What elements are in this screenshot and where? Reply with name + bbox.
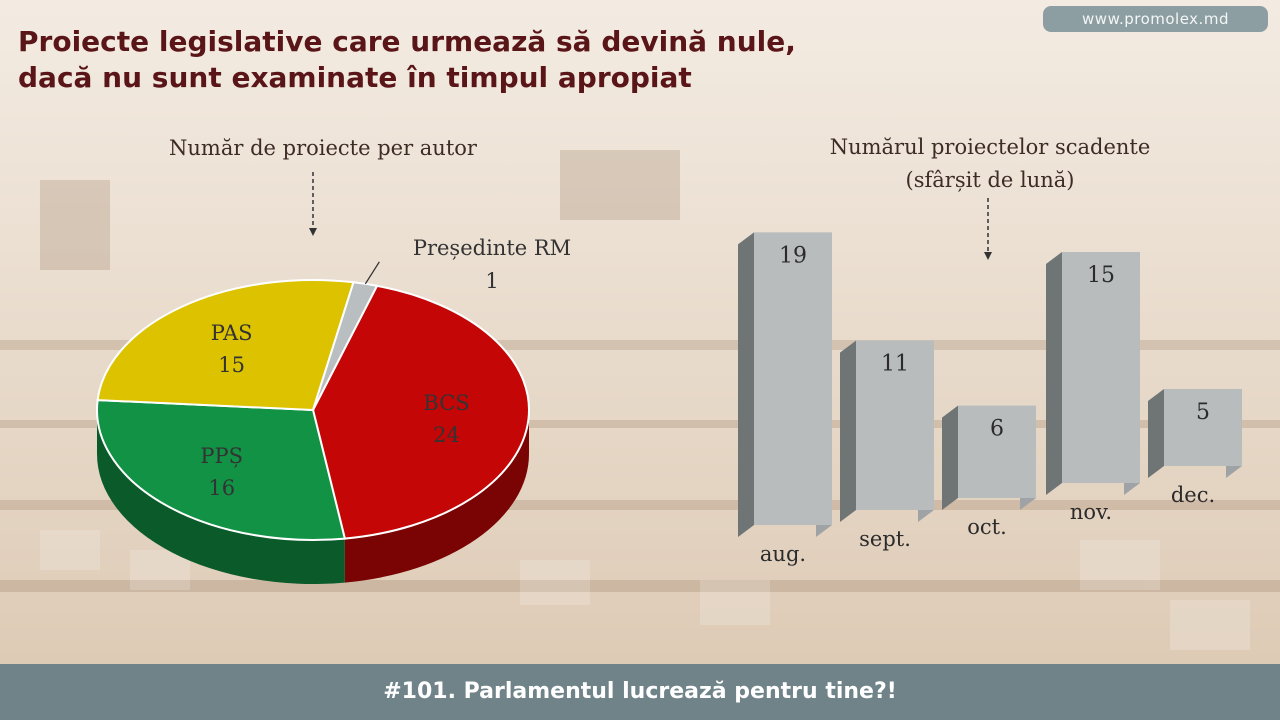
bar-2 — [856, 340, 934, 510]
bar-left-4 — [1046, 252, 1062, 495]
title-line-2: dacă nu sunt examinate în timpul apropia… — [18, 61, 692, 94]
bar-category-2: sept. — [859, 527, 911, 551]
pie-chart-title: Număr de proiecte per autor — [169, 136, 478, 160]
bar-value-4: 15 — [1087, 263, 1115, 288]
pie-slice-bcs — [311, 284, 530, 540]
pie-slice-pas — [96, 279, 355, 412]
bar-value-3: 6 — [990, 417, 1004, 442]
pie-side-1 — [344, 410, 529, 583]
pie-title-arrowhead — [309, 228, 317, 236]
pie-label-3-value: 15 — [218, 353, 245, 377]
pie-label-2-value: 16 — [208, 476, 235, 500]
bar-1 — [754, 232, 832, 525]
bar-chart-title-line-1: Numărul proiectelor scadente — [830, 135, 1151, 159]
pie-labels: BCS 24 PPȘ 16 PAS 15 Președinte RM 1 — [200, 236, 571, 500]
pie-label-4-value: 1 — [485, 269, 498, 293]
pie-label-2-name: PPȘ — [200, 444, 243, 468]
website-badge[interactable]: www.promolex.md — [1043, 6, 1268, 32]
title-line-1: Proiecte legislative care urmează să dev… — [18, 25, 796, 58]
pie-label-1-value: 24 — [433, 423, 460, 447]
pie-leader-line — [364, 261, 380, 285]
bar-value-5: 5 — [1196, 400, 1210, 425]
pie-slice-pp- — [96, 399, 347, 541]
bar-title-arrowhead — [984, 252, 992, 260]
bar-chart: Numărul proiectelor scadente (sfârșit de… — [738, 135, 1242, 566]
bars: 19 aug. 11 sept. 6 oct. 15 nov. 5 dec. — [738, 232, 1242, 566]
pie-label-4-name: Președinte RM — [413, 236, 571, 260]
bar-left-3 — [942, 405, 958, 510]
bar-3 — [958, 405, 1036, 498]
bar-category-5: dec. — [1171, 483, 1215, 507]
bar-5 — [1164, 389, 1242, 466]
bar-category-4: nov. — [1070, 500, 1112, 524]
footer-banner: #101. Parlamentul lucrează pentru tine?! — [0, 664, 1280, 720]
bar-left-1 — [738, 232, 754, 537]
bar-4 — [1062, 252, 1140, 483]
pie-label-1-name: BCS — [423, 391, 469, 415]
pie-chart: Număr de proiecte per autor BCS 24 PPȘ 16 PA… — [96, 136, 571, 584]
pie-label-3-name: PAS — [211, 321, 253, 345]
pie-slices — [96, 279, 530, 584]
bar-chart-title-line-2: (sfârșit de lună) — [906, 168, 1075, 192]
bar-value-2: 11 — [881, 352, 909, 377]
bar-value-1: 19 — [779, 243, 807, 268]
bar-left-2 — [840, 340, 856, 522]
page-title: Proiecte legislative care urmează să dev… — [18, 24, 918, 96]
bar-category-1: aug. — [760, 542, 806, 566]
pie-side-2 — [97, 410, 345, 584]
bar-left-5 — [1148, 389, 1164, 478]
bar-category-3: oct. — [967, 515, 1007, 539]
